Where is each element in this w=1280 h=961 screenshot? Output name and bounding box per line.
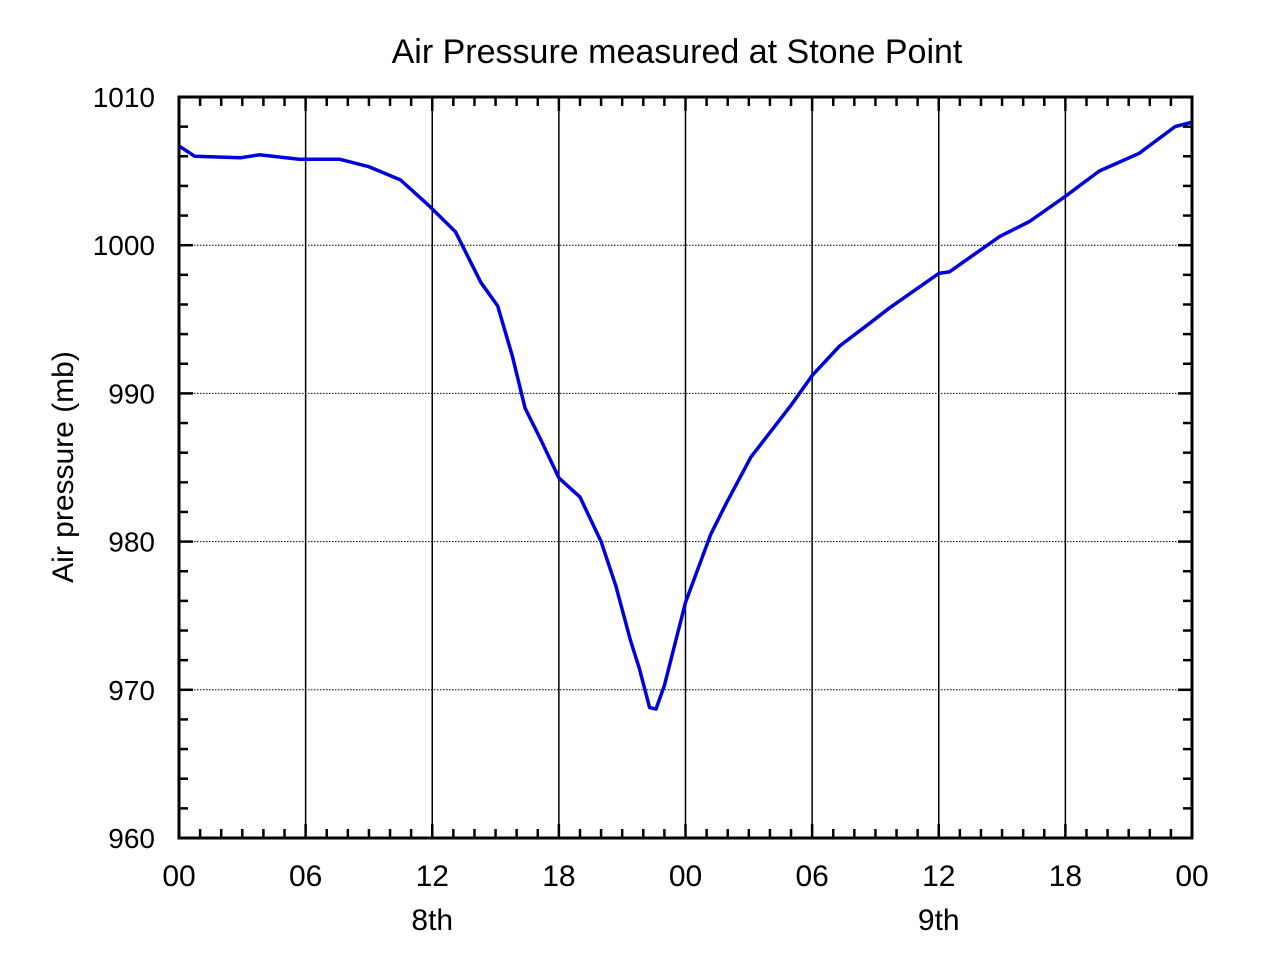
y-axis-label: Air pressure (mb)	[47, 351, 80, 583]
y-tick-label: 1000	[93, 230, 155, 261]
tick-labels: 00 06 12 18 00 06 12 18 00960970980990100010108t…	[93, 82, 1209, 937]
x-tick-label: 06	[795, 860, 828, 893]
y-tick-label: 1010	[93, 82, 155, 113]
plot-frame	[177, 95, 1194, 840]
y-tick-label: 990	[108, 378, 155, 409]
x-day-label: 9th	[918, 904, 960, 937]
y-tick-label: 970	[108, 675, 155, 706]
ticks	[177, 95, 1194, 840]
x-tick-label: 12	[416, 860, 449, 893]
x-tick-label: 12	[922, 860, 955, 893]
grid	[179, 97, 1192, 838]
series-line-air-pressure	[178, 120, 1193, 711]
y-tick-label: 980	[108, 527, 155, 558]
x-tick-label: 00	[1175, 860, 1208, 893]
x-tick-label: 18	[542, 860, 575, 893]
x-tick-label: 00	[162, 860, 195, 893]
x-tick-label: 06	[289, 860, 322, 893]
x-day-label: 8th	[411, 904, 453, 937]
chart-title: Air Pressure measured at Stone Point	[392, 33, 963, 71]
x-tick-label: 00	[669, 860, 702, 893]
x-tick-label: 18	[1049, 860, 1082, 893]
y-tick-label: 960	[108, 823, 155, 854]
